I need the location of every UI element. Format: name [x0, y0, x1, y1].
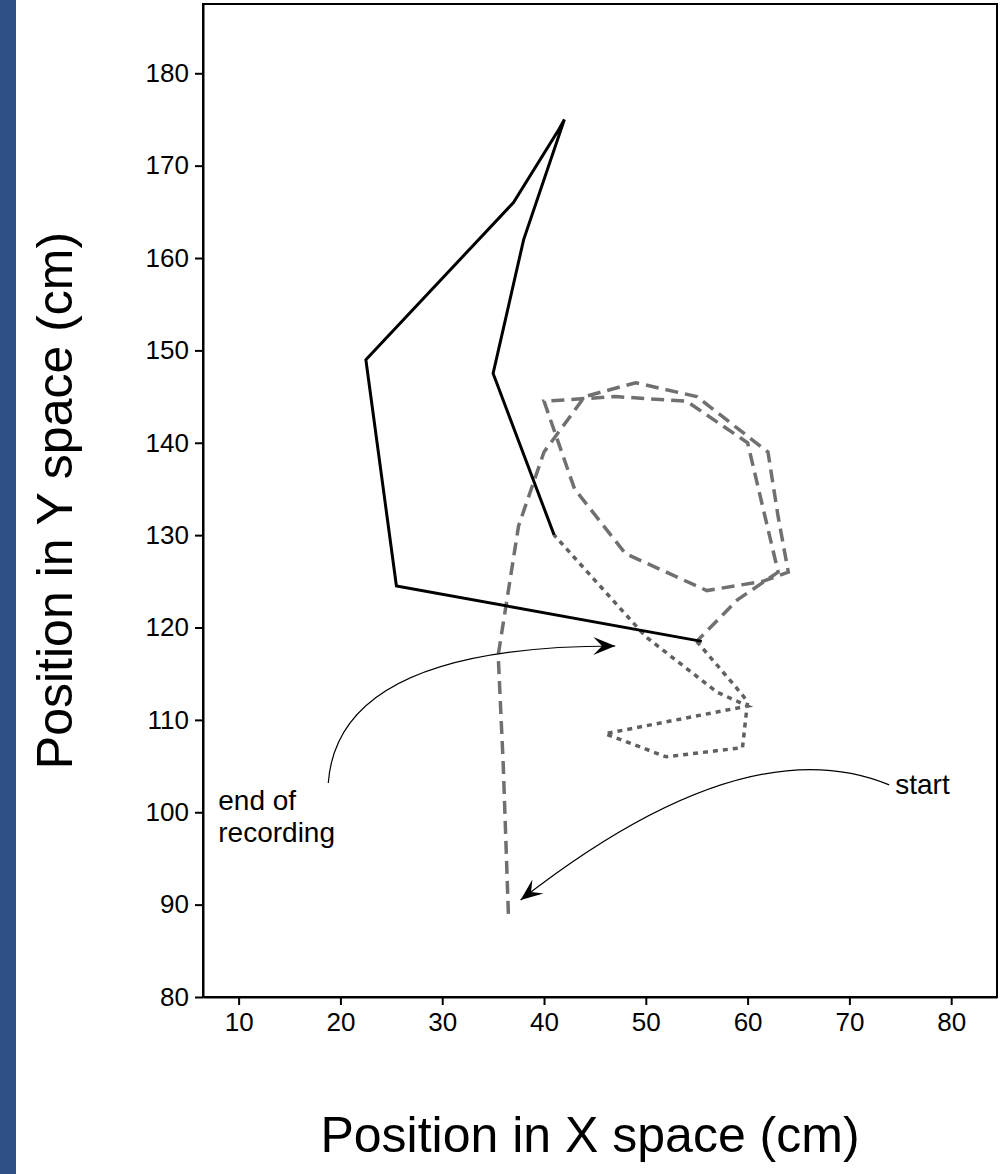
tick-label: 180	[146, 58, 189, 88]
tick-mark	[544, 997, 546, 1005]
tick-mark	[442, 997, 444, 1005]
tick: 90	[160, 889, 203, 919]
tick-label: 130	[146, 520, 189, 550]
side-strip	[0, 0, 16, 1174]
tick: 60	[734, 997, 763, 1037]
tick-mark	[340, 997, 342, 1005]
tick-mark	[951, 997, 953, 1005]
tick-label: 30	[428, 1007, 457, 1037]
x-axis-title: Position in X space (cm)	[320, 1107, 859, 1163]
tick-mark	[747, 997, 749, 1005]
tick: 80	[937, 997, 966, 1037]
tick-mark	[195, 904, 203, 906]
tick: 110	[148, 705, 203, 735]
tick-mark	[849, 997, 851, 1005]
tick: 50	[632, 997, 661, 1037]
annotations: start end ofrecording	[218, 637, 950, 900]
tick: 180	[146, 58, 203, 88]
tick: 130	[146, 520, 203, 550]
annotation-label: start	[895, 769, 950, 800]
tick-label: 20	[326, 1007, 355, 1037]
tick: 140	[146, 428, 203, 458]
tick: 100	[146, 797, 203, 827]
axis-line	[204, 997, 998, 999]
tick-label: 120	[146, 612, 189, 642]
tick: 120	[146, 612, 203, 642]
x-axis: 10 20 30 40 50 60 70 80	[204, 997, 998, 1037]
tick-mark	[195, 997, 203, 999]
tick: 170	[146, 150, 203, 180]
tick-label: 160	[146, 243, 189, 273]
tick-mark	[195, 73, 203, 75]
tick-mark	[195, 535, 203, 537]
chart: 10 20 30 40 50 60 70 80 80 90 100 110 120 130 140 150 16…	[0, 0, 1005, 1174]
tick-mark	[195, 258, 203, 260]
tick-label: 100	[146, 797, 189, 827]
tick-label: 170	[146, 150, 189, 180]
tick-label: 60	[734, 1007, 763, 1037]
axis-line	[203, 5, 205, 998]
tick-mark	[645, 997, 647, 1005]
y-axis: 80 90 100 110 120 130 140 150 160 170 180	[146, 5, 204, 1012]
tick-mark	[195, 812, 203, 814]
series-group	[366, 119, 788, 913]
tick-label: 150	[146, 335, 189, 365]
y-axis-title: Position in Y space (cm)	[27, 232, 83, 769]
plot-frame	[203, 4, 997, 997]
tick-label: 80	[160, 982, 189, 1012]
tick-label: 70	[835, 1007, 864, 1037]
tick-label: 10	[225, 1007, 254, 1037]
tick-label: 40	[530, 1007, 559, 1037]
tick: 10	[225, 997, 254, 1037]
tick-mark	[238, 997, 240, 1005]
tick-mark	[195, 442, 203, 444]
tick-mark	[195, 627, 203, 629]
annotation-label: end ofrecording	[218, 785, 335, 848]
tick-label: 110	[148, 705, 189, 735]
arrow-head	[521, 879, 544, 900]
tick: 40	[530, 997, 559, 1037]
tick-label: 90	[160, 889, 189, 919]
tick-mark	[195, 165, 203, 167]
tick-label: 50	[632, 1007, 661, 1037]
tick: 70	[835, 997, 864, 1037]
tick: 30	[428, 997, 457, 1037]
arrow-head	[593, 637, 615, 655]
tick: 150	[146, 335, 203, 365]
tick-label: 140	[146, 428, 189, 458]
trajectory-solid	[366, 119, 702, 641]
tick-mark	[195, 350, 203, 352]
tick-label: 80	[937, 1007, 966, 1037]
annotation-arrow	[521, 770, 890, 900]
tick: 80	[160, 982, 203, 1012]
tick: 20	[326, 997, 355, 1037]
tick-mark	[195, 719, 203, 721]
annotation-arrow	[328, 646, 615, 783]
tick: 160	[146, 243, 203, 273]
